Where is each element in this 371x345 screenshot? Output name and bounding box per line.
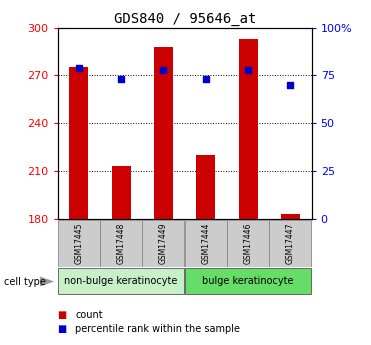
Bar — [269, 219, 311, 267]
Point — [160, 67, 166, 72]
Bar — [142, 219, 184, 267]
Text: GSM17445: GSM17445 — [74, 223, 83, 264]
Point — [245, 67, 251, 72]
Text: GSM17447: GSM17447 — [286, 223, 295, 264]
Bar — [100, 219, 142, 267]
Text: ■: ■ — [58, 325, 67, 334]
Polygon shape — [40, 277, 54, 286]
Point — [203, 77, 209, 82]
Point — [76, 65, 82, 71]
Text: GSM17448: GSM17448 — [116, 223, 125, 264]
Text: GSM17444: GSM17444 — [201, 223, 210, 264]
Text: bulge keratinocyte: bulge keratinocyte — [202, 276, 294, 286]
Bar — [112, 166, 131, 219]
Point — [118, 77, 124, 82]
Bar — [239, 39, 257, 219]
Text: non-bulge keratinocyte: non-bulge keratinocyte — [64, 276, 178, 286]
Text: GDS840 / 95646_at: GDS840 / 95646_at — [114, 12, 257, 26]
Bar — [196, 155, 215, 219]
Text: percentile rank within the sample: percentile rank within the sample — [75, 325, 240, 334]
Text: GSM17449: GSM17449 — [159, 223, 168, 264]
Text: ■: ■ — [58, 310, 67, 319]
Bar — [154, 47, 173, 219]
Text: cell type: cell type — [4, 277, 46, 287]
Bar — [69, 68, 88, 219]
Text: count: count — [75, 310, 103, 319]
Bar — [58, 219, 100, 267]
Bar — [185, 268, 311, 294]
Point — [288, 82, 293, 88]
Text: GSM17446: GSM17446 — [244, 223, 253, 264]
Bar — [185, 219, 227, 267]
Bar — [227, 219, 269, 267]
Bar — [58, 268, 184, 294]
Bar — [281, 214, 300, 219]
